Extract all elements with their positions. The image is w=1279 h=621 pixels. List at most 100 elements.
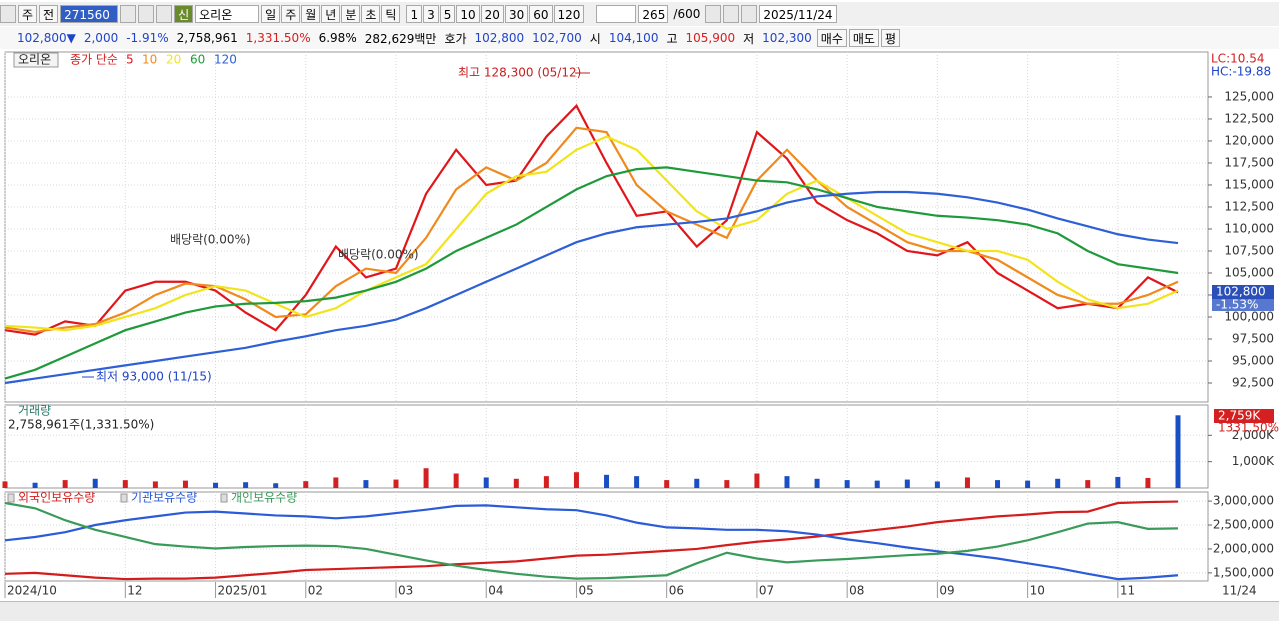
volume-bar xyxy=(1085,480,1091,488)
volume-bar xyxy=(122,480,128,488)
x-tick-label: 06 xyxy=(669,584,684,598)
toolbar-button[interactable]: 일 xyxy=(261,5,281,23)
panel xyxy=(4,51,1209,403)
legend-entry: 5 xyxy=(126,53,134,67)
volume-bar xyxy=(393,479,399,488)
toolbar-button[interactable]: 120 xyxy=(553,5,585,23)
volume-tag-rate: 1331.50% xyxy=(1218,421,1279,435)
volume-bar xyxy=(182,480,188,488)
toolbar-button[interactable]: 틱 xyxy=(381,5,401,23)
y-tick-label: 97,500 xyxy=(1232,331,1274,345)
sell-button[interactable]: 매도 xyxy=(848,29,879,47)
toolbar-button[interactable]: 주 xyxy=(281,5,301,23)
icon[interactable] xyxy=(741,5,758,23)
toolbar-button[interactable]: 20 xyxy=(480,5,504,23)
legend-entry: 60 xyxy=(190,53,205,67)
open: 104,100 xyxy=(608,31,659,45)
volume-bar xyxy=(333,477,339,488)
x-tick-label: 03 xyxy=(398,584,413,598)
series-line xyxy=(4,103,1179,336)
volume-bar xyxy=(573,472,579,488)
market[interactable]: 주 xyxy=(18,5,38,23)
volume-tag-bg xyxy=(1214,409,1274,423)
turnover: 6.98% xyxy=(318,31,357,45)
icon[interactable] xyxy=(138,5,155,23)
scrollbar[interactable] xyxy=(0,601,1279,621)
low-label: 저 xyxy=(743,31,755,46)
prev[interactable]: 전 xyxy=(39,5,59,23)
volume-bar xyxy=(92,478,98,488)
volume-bar xyxy=(303,481,309,488)
count[interactable]: 265 xyxy=(638,5,669,23)
volume-bar xyxy=(634,476,640,488)
high: 105,900 xyxy=(685,31,736,45)
volume-bar xyxy=(874,480,880,488)
toolbar-button[interactable]: 10 xyxy=(456,5,480,23)
price-tag-bg xyxy=(1212,285,1274,299)
x-tick-label: 10 xyxy=(1030,584,1045,598)
annotation: 배당락(0.00%) xyxy=(338,248,419,262)
price-tag: 102,800 xyxy=(1216,285,1266,299)
volume-tag: 2,759K xyxy=(1218,409,1261,423)
volume-subtitle: 2,758,961주(1,331.50%) xyxy=(8,418,154,432)
code[interactable]: 271560 xyxy=(60,5,119,23)
x-end-label: 11/24 xyxy=(1222,584,1257,598)
volume-bar xyxy=(273,483,279,488)
toolbar-button[interactable]: 5 xyxy=(439,5,456,23)
y-tick-label: 115,000 xyxy=(1224,177,1274,191)
series-line xyxy=(4,190,1179,385)
change-rate: -1.91% xyxy=(126,31,169,45)
legend-label: 종가 단순 xyxy=(70,53,118,67)
series-line xyxy=(4,166,1179,380)
x-tick-label: 2024/10 xyxy=(7,584,57,598)
volume-bar xyxy=(152,481,158,488)
icon[interactable] xyxy=(156,5,173,23)
volume-bar xyxy=(784,476,790,488)
toolbar-button[interactable]: 60 xyxy=(529,5,553,23)
volume-bar xyxy=(904,479,910,488)
chart: 92,50095,00097,500100,000102,500105,0001… xyxy=(2,51,1279,598)
toolbar-button[interactable]: 월 xyxy=(301,5,321,23)
icon[interactable] xyxy=(120,5,137,23)
change: 2,000 xyxy=(83,31,119,45)
volume-bar xyxy=(453,473,459,488)
icon[interactable] xyxy=(723,5,740,23)
volume-bar xyxy=(363,480,369,488)
toolbar-button[interactable]: 초 xyxy=(361,5,381,23)
volume-bar xyxy=(1025,480,1031,488)
volume-bar xyxy=(844,480,850,488)
buy-button[interactable]: 매수 xyxy=(816,29,847,47)
low: 102,300 xyxy=(762,31,812,45)
toolbar-button[interactable]: 년 xyxy=(321,5,341,23)
date[interactable]: 2025/11/24 xyxy=(759,5,837,23)
icon[interactable] xyxy=(0,5,16,23)
panel xyxy=(4,491,1209,582)
volume-bar xyxy=(934,481,940,488)
toolbar-button[interactable]: 1 xyxy=(406,5,423,23)
y-tick-label: 120,000 xyxy=(1224,133,1274,147)
stock-name[interactable]: 오리온 xyxy=(195,5,260,23)
series-line xyxy=(4,500,1179,581)
legend-box xyxy=(120,493,128,503)
amount: 282,629백만 xyxy=(364,31,437,46)
y-tick-label: 3,000,000 xyxy=(1213,494,1274,508)
x-tick-label: 08 xyxy=(849,584,864,598)
legend-entry: 10 xyxy=(142,53,157,67)
toolbar-button[interactable]: 3 xyxy=(423,5,439,23)
chart-title: 오리온 xyxy=(18,53,51,67)
y-tick-label: 2,500,000 xyxy=(1213,518,1274,532)
volume-bar xyxy=(814,478,820,488)
title-box xyxy=(13,52,59,68)
toolbar-button[interactable]: 30 xyxy=(504,5,529,23)
toolbar-button[interactable]: 분 xyxy=(341,5,361,23)
new-badge: 신 xyxy=(174,5,194,23)
volume-bar xyxy=(664,480,670,488)
x-tick-label: 04 xyxy=(488,584,503,598)
avg-button[interactable]: 평 xyxy=(880,29,901,47)
icon[interactable] xyxy=(705,5,722,23)
volume-bar xyxy=(1175,415,1181,488)
legend-entry: 외국인보유수량 xyxy=(18,491,95,505)
volume-bar xyxy=(604,474,610,488)
